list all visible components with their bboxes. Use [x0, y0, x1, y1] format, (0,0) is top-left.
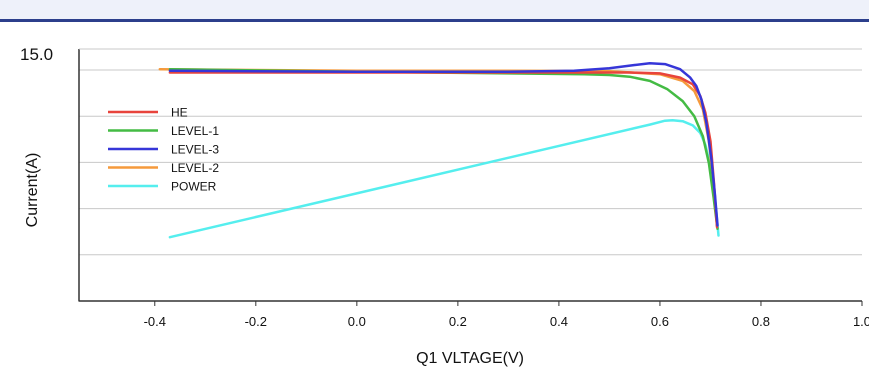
x-tick-label: 0.6 — [651, 314, 669, 329]
header-band — [0, 0, 869, 22]
legend: HE LEVEL-1 LEVEL-3 LEVEL-2 POWER — [108, 106, 219, 194]
legend-label: POWER — [171, 180, 217, 194]
axes: -0.4 -0.2 0.0 0.2 0.4 0.6 0.8 1.0 15.0 — [20, 45, 869, 329]
legend-label: LEVEL-1 — [171, 124, 219, 138]
series-line-power — [168, 118, 720, 239]
series-line-level-2 — [158, 67, 719, 227]
x-tick-label: -0.2 — [245, 314, 267, 329]
series-lines — [158, 62, 720, 239]
x-tick-label: -0.4 — [144, 314, 166, 329]
x-tick-label: 1.0 — [853, 314, 869, 329]
x-tick-label: 0.8 — [752, 314, 770, 329]
series-line-he — [168, 71, 719, 229]
x-tick-label: 0.0 — [348, 314, 366, 329]
legend-label: LEVEL-3 — [171, 143, 219, 157]
y-tick-label: 15.0 — [20, 45, 53, 64]
x-tick-label: 0.2 — [449, 314, 467, 329]
series-line-level-1 — [168, 67, 719, 231]
x-tick-label: 0.4 — [550, 314, 568, 329]
x-axis-label: Q1 VLTAGE(V) — [416, 350, 524, 367]
y-axis-label: Current(A) — [24, 153, 41, 228]
legend-label: LEVEL-2 — [171, 161, 219, 175]
legend-label: HE — [171, 106, 188, 120]
series-line-level-3 — [168, 62, 719, 227]
